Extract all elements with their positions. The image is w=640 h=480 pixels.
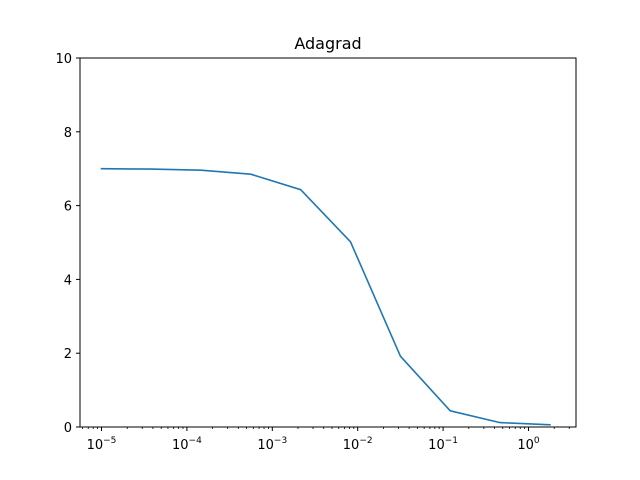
x-axis: 10−5 10−4 10−3 10−2 10−1 100 [82,427,570,453]
y-tick-label: 8 [64,126,72,141]
x-tick-exponent: −1 [445,436,458,446]
x-tick-label: 10−3 [257,436,287,453]
x-tick-label: 10−5 [87,436,117,453]
x-tick-base: 10 [172,438,189,453]
x-tick-label: 10−4 [172,436,202,453]
chart-title: Adagrad [294,34,361,53]
x-tick-exponent: −4 [189,436,203,446]
x-tick-base: 10 [428,438,445,453]
x-tick-exponent: 0 [534,436,540,446]
x-tick-label: 10−1 [428,436,458,453]
x-tick-exponent: −2 [359,436,372,446]
plot-area [100,167,551,426]
x-tick-base: 10 [343,438,360,453]
x-tick-base: 10 [87,438,104,453]
axes-frame [79,57,577,428]
series-line [100,167,551,426]
y-tick-label: 4 [64,273,72,288]
x-tick-label: 10−2 [343,436,373,453]
x-tick-label: 100 [517,436,540,453]
x-tick-base: 10 [517,438,534,453]
y-axis: 0 2 4 6 8 10 [55,52,80,436]
y-tick-label: 2 [64,347,72,362]
y-tick-label: 0 [64,421,72,436]
x-tick-exponent: −3 [274,436,287,446]
y-tick-label: 6 [64,200,72,215]
x-tick-base: 10 [257,438,274,453]
y-tick-label: 10 [55,52,72,67]
x-tick-exponent: −5 [103,436,116,446]
